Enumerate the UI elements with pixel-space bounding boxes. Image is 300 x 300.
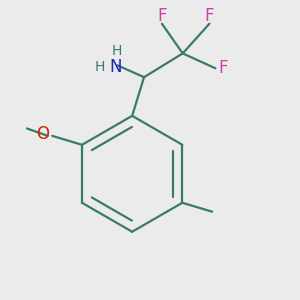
Text: H: H xyxy=(95,60,105,74)
Text: F: F xyxy=(205,7,214,25)
Text: F: F xyxy=(218,59,228,77)
Text: H: H xyxy=(112,44,122,58)
Text: N: N xyxy=(110,58,122,76)
Text: O: O xyxy=(36,125,49,143)
Text: F: F xyxy=(157,7,167,25)
